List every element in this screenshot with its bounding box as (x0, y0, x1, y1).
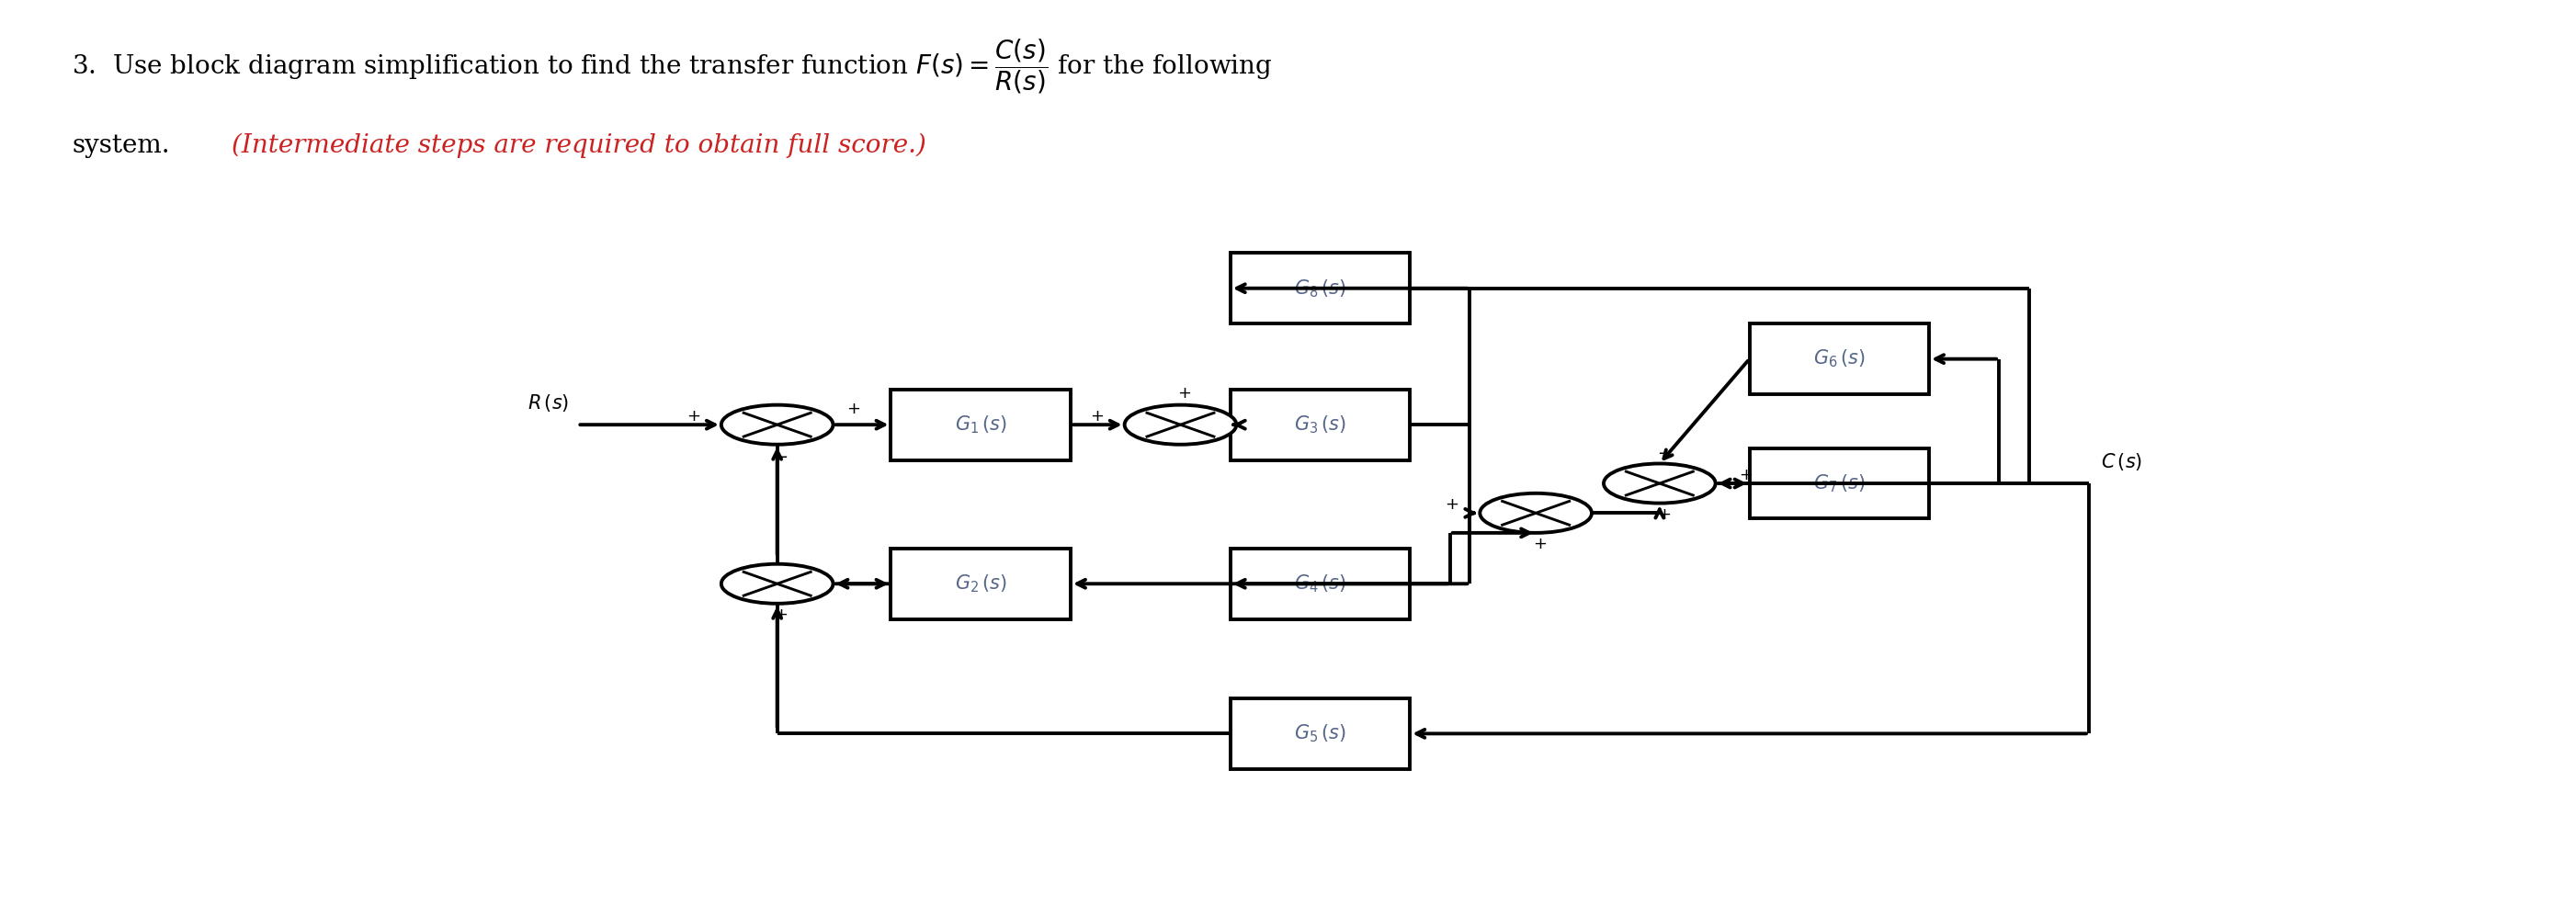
Bar (1749, 324, 1929, 395)
Text: (Intermediate steps are required to obtain full score.): (Intermediate steps are required to obta… (232, 133, 927, 158)
Text: +: + (1533, 536, 1546, 553)
Bar (891, 548, 1072, 619)
Text: +: + (845, 401, 860, 418)
Bar (891, 389, 1072, 460)
Text: +: + (1090, 408, 1103, 424)
Text: $-$: $-$ (1656, 444, 1672, 461)
Text: $G_6\,(s)$: $G_6\,(s)$ (1814, 348, 1865, 370)
Text: $G_4\,(s)$: $G_4\,(s)$ (1293, 573, 1347, 595)
Circle shape (721, 564, 832, 603)
Text: $-$: $-$ (775, 448, 788, 465)
Text: +: + (1177, 386, 1190, 402)
Bar (1749, 448, 1929, 519)
Text: $G_7\,(s)$: $G_7\,(s)$ (1814, 473, 1865, 494)
Circle shape (1479, 493, 1592, 532)
Circle shape (1605, 464, 1716, 503)
Text: +: + (1739, 466, 1752, 483)
Text: $R\,(s)$: $R\,(s)$ (528, 392, 569, 413)
Circle shape (721, 405, 832, 444)
Text: $G_3\,(s)$: $G_3\,(s)$ (1293, 414, 1347, 435)
Text: $G_2\,(s)$: $G_2\,(s)$ (956, 573, 1007, 595)
Text: +: + (1656, 506, 1669, 522)
Bar (1231, 253, 1409, 324)
Circle shape (1126, 405, 1236, 444)
Bar (1231, 548, 1409, 619)
Text: 3.  Use block diagram simplification to find the transfer function $F(s) = \dfra: 3. Use block diagram simplification to f… (72, 37, 1273, 95)
Text: $G_1\,(s)$: $G_1\,(s)$ (956, 414, 1007, 435)
Bar (1231, 699, 1409, 769)
Text: $C\,(s)$: $C\,(s)$ (2102, 452, 2143, 473)
Text: +: + (1445, 497, 1458, 513)
Text: $G_5\,(s)$: $G_5\,(s)$ (1293, 722, 1347, 744)
Bar (1231, 389, 1409, 460)
Text: system.: system. (72, 133, 170, 158)
Text: +: + (685, 408, 701, 424)
Text: $G_8\,(s)$: $G_8\,(s)$ (1293, 277, 1347, 299)
Text: +: + (775, 607, 788, 623)
